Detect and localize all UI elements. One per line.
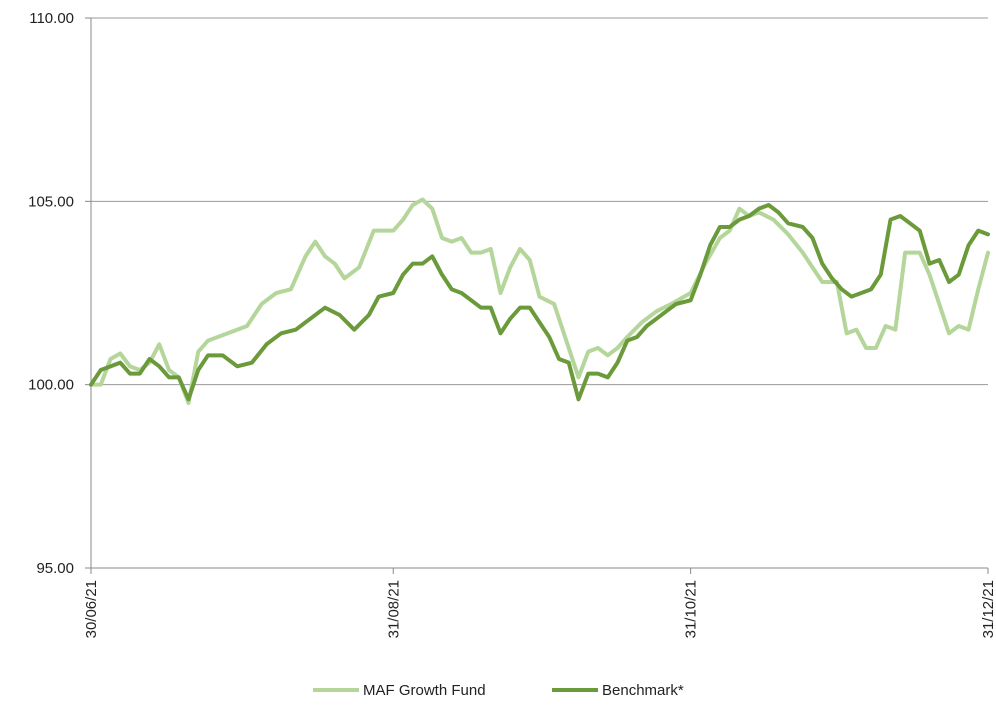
legend: MAF Growth Fund Benchmark* [313, 682, 684, 699]
series-lines [89, 197, 990, 405]
series-line-maf-growth-fund [89, 197, 990, 405]
x-tick-labels: 30/06/21 31/08/21 31/10/21 31/12/21 [83, 580, 996, 638]
x-tick-label: 31/08/21 [385, 580, 402, 638]
legend-label: Benchmark* [602, 682, 684, 699]
y-tick-label: 105.00 [28, 193, 74, 210]
gridlines [91, 17, 988, 386]
legend-label: MAF Growth Fund [363, 682, 486, 699]
y-tick-label: 100.00 [28, 377, 74, 394]
axes [85, 17, 989, 574]
series-line-benchmark [89, 203, 990, 402]
x-tick-label: 31/12/21 [980, 580, 996, 638]
y-tick-label: 95.00 [36, 560, 74, 577]
x-tick-label: 31/10/21 [683, 580, 700, 638]
y-tick-label: 110.00 [29, 10, 74, 27]
x-tick-label: 30/06/21 [83, 580, 100, 638]
y-tick-labels: 95.00 100.00 105.00 110.00 [28, 10, 74, 577]
